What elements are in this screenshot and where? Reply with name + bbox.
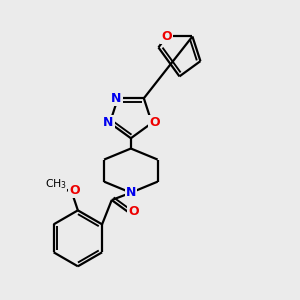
Text: CH$_3$: CH$_3$ [45,177,67,191]
Text: N: N [111,92,122,105]
Text: O: O [161,30,172,43]
Text: O: O [149,116,160,130]
Text: N: N [103,116,114,130]
Text: O: O [128,205,139,218]
Text: N: N [126,186,136,199]
Text: O: O [69,184,80,197]
